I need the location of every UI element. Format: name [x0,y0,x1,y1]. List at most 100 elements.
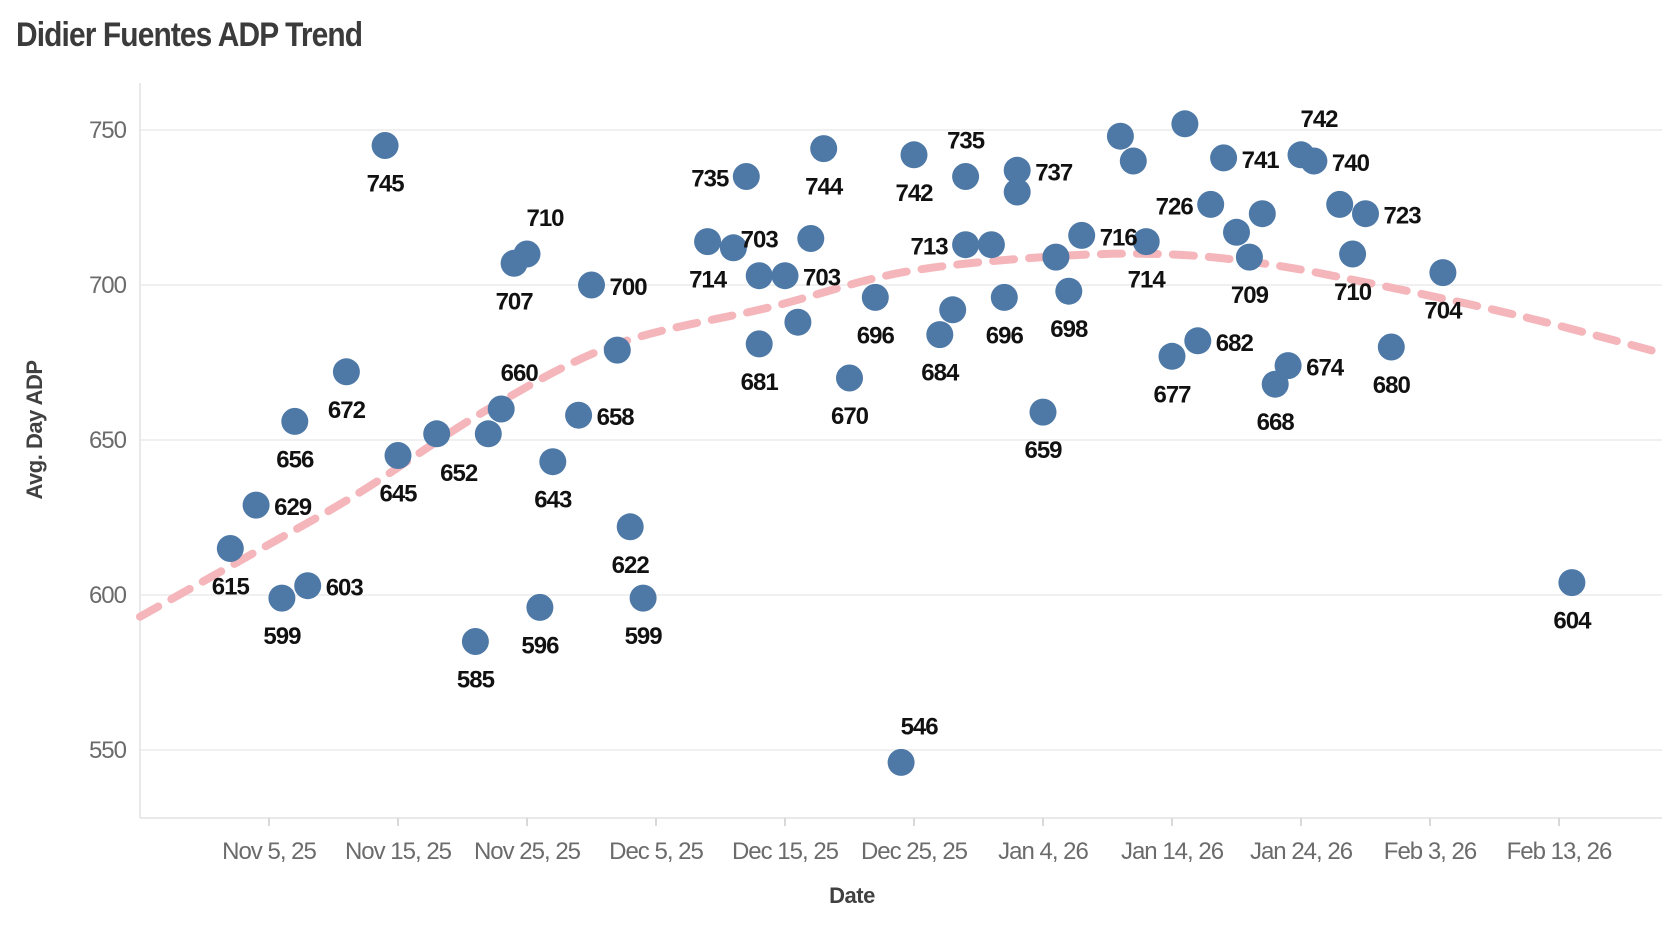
y-tick-label-700: 700 [89,272,127,299]
data-point[interactable] [1274,352,1302,380]
data-point[interactable] [939,296,967,324]
data-point[interactable] [216,535,244,562]
data-point-label: 604 [1553,608,1592,635]
data-point[interactable] [1377,333,1405,361]
data-point-label: 742 [895,180,933,207]
data-point[interactable] [745,262,773,290]
data-point[interactable] [952,163,980,190]
data-point-label: 622 [612,552,650,579]
data-point-label: 698 [1050,316,1088,343]
data-point-label: 700 [610,274,648,301]
data-point[interactable] [487,395,515,423]
data-point-label: 596 [521,632,559,659]
data-point[interactable] [1171,110,1199,138]
data-point[interactable] [1197,190,1225,218]
data-point[interactable] [1029,398,1057,426]
data-point-label: 696 [857,322,895,349]
data-point-label: 726 [1156,193,1194,220]
data-point-label: 658 [597,404,635,431]
data-point[interactable] [268,584,296,612]
data-point-label: 670 [831,403,869,430]
data-point-label: 680 [1373,372,1411,399]
data-point[interactable] [719,234,747,262]
data-point[interactable] [990,283,1018,311]
data-point-label: 603 [326,575,364,602]
data-point[interactable] [1223,218,1250,246]
data-point[interactable] [1106,122,1134,150]
data-point[interactable] [900,141,928,169]
x-tick-labels: Nov 5, 25 Nov 15, 25 Nov 25, 25 Dec 5, 25 De… [222,838,1613,865]
data-point-label: 643 [534,487,572,514]
x-tick-label: Feb 3, 26 [1384,838,1477,865]
data-point-label: 735 [947,128,985,155]
data-point[interactable] [603,336,631,364]
data-point[interactable] [836,364,863,392]
data-point-label: 704 [1424,298,1463,325]
data-point[interactable] [474,420,502,448]
data-point[interactable] [1558,569,1586,597]
data-point[interactable] [1042,243,1070,271]
data-point[interactable] [1119,147,1147,175]
data-point[interactable] [1132,228,1160,256]
data-point[interactable] [694,228,722,256]
data-point-labels: 615 629 599 656 603 672 745 645 652 585 660 707 710 5… [212,106,1593,741]
data-point-label: 716 [1100,224,1138,251]
data-point-label: 677 [1153,381,1191,408]
data-point[interactable] [1339,240,1367,268]
data-point[interactable] [952,231,980,259]
data-point[interactable] [1068,221,1096,249]
data-point[interactable] [294,572,322,600]
data-point[interactable] [1210,144,1238,172]
data-point[interactable] [565,401,593,429]
y-tick-label-750: 750 [89,117,127,144]
data-point-label: 710 [526,205,564,232]
data-point[interactable] [578,271,605,299]
x-axis-title: Date [829,883,875,908]
data-point-label: 672 [328,397,366,424]
data-point[interactable] [745,330,773,358]
data-point[interactable] [539,448,567,476]
data-point[interactable] [732,163,760,190]
data-point[interactable] [1352,200,1379,228]
data-point[interactable] [810,135,838,163]
data-point[interactable] [513,240,541,268]
data-point[interactable] [1235,243,1263,271]
axes [139,83,1662,826]
data-point-label: 696 [986,322,1024,349]
data-point[interactable] [926,321,954,349]
data-point[interactable] [1003,156,1031,184]
data-point[interactable] [861,283,889,311]
data-point[interactable] [1055,277,1083,305]
data-point[interactable] [977,231,1005,259]
data-point[interactable] [526,593,554,621]
data-point[interactable] [887,748,915,776]
data-point-label: 703 [741,227,779,254]
data-point[interactable] [771,262,799,290]
data-point[interactable] [616,513,644,541]
data-point-label: 709 [1231,282,1269,309]
data-point-label: 684 [921,360,960,387]
data-point[interactable] [384,442,412,469]
data-point[interactable] [1326,190,1354,218]
data-point[interactable] [1300,147,1328,175]
data-point[interactable] [629,584,657,612]
data-point[interactable] [1003,178,1031,206]
data-point[interactable] [371,132,399,159]
data-point[interactable] [423,420,451,448]
data-point[interactable] [784,308,812,336]
data-point[interactable] [1184,327,1212,355]
data-point-label: 741 [1242,147,1280,174]
data-point[interactable] [332,358,360,386]
data-point-label: 674 [1306,355,1345,382]
data-point[interactable] [797,225,825,252]
data-point[interactable] [1429,259,1457,287]
data-point[interactable] [242,491,270,519]
y-tick-label-600: 600 [89,582,127,609]
data-point-label: 629 [274,494,312,521]
data-point[interactable] [281,407,309,435]
data-point[interactable] [461,628,489,655]
data-point-label: 599 [625,623,663,650]
data-point[interactable] [1158,342,1186,370]
data-point[interactable] [1248,200,1276,228]
